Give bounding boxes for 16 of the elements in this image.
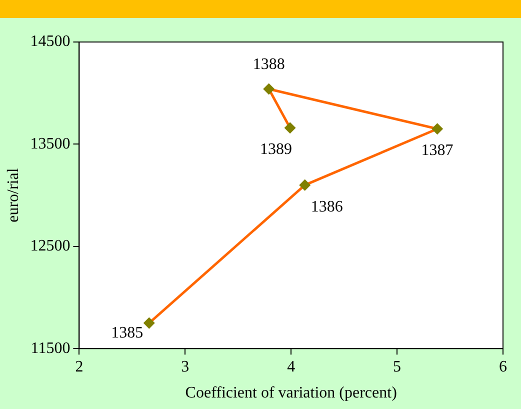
x-tick-label: 6	[499, 358, 507, 376]
x-tick-label: 5	[393, 358, 402, 376]
annotation: 1387	[421, 142, 454, 160]
y-tick-label: 14500	[30, 33, 70, 50]
y-tick-label: 12500	[30, 238, 70, 255]
x-tick-label: 2	[75, 358, 84, 376]
y-tick-label: 13500	[30, 135, 70, 152]
x-tick-label: 3	[181, 358, 190, 376]
annotation: 1385	[111, 324, 144, 342]
x-tick-label: 4	[287, 358, 296, 376]
annotation: 1389	[260, 141, 292, 158]
annotation: 1386	[310, 198, 343, 216]
x-axis-title: Coefficient of variation (percent)	[185, 384, 397, 402]
y-tick-label: 11500	[30, 340, 70, 357]
y-axis-title: euro/rial	[4, 168, 22, 222]
annotation: 1388	[252, 56, 285, 74]
